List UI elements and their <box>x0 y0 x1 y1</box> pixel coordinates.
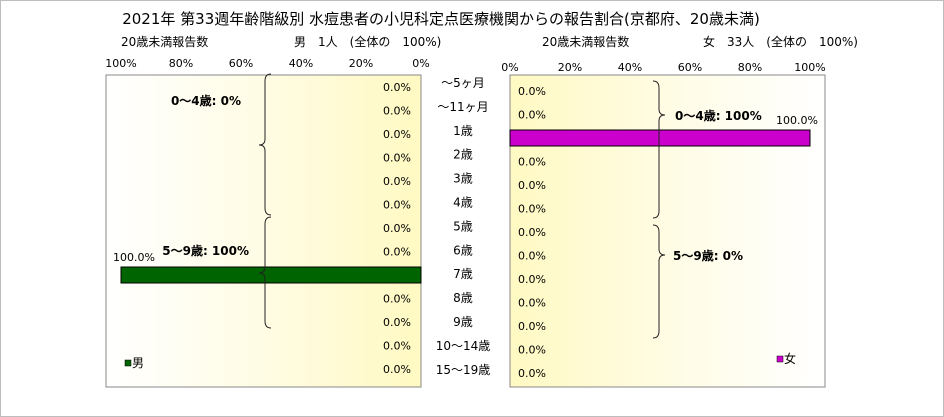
legend-female-label: 女 <box>784 351 796 366</box>
right-data-label: 0.0% <box>518 320 546 333</box>
category-label: 15～19歳 <box>436 363 491 377</box>
left-group-label-5-9: 5～9歳: 100% <box>162 243 249 258</box>
category-label: ～5ヶ月 <box>441 76 485 90</box>
right-bars <box>509 129 811 147</box>
category-label: 2歳 <box>453 148 473 162</box>
right-data-label: 0.0% <box>518 109 546 122</box>
right-group-label-0-4: 0～4歳: 100% <box>675 108 762 123</box>
left-data-label: 0.0% <box>383 340 411 353</box>
left-x-axis-ticks: 100% 80% 60% 40% 20% 0% <box>105 57 429 70</box>
category-label: 8歳 <box>453 291 473 305</box>
left-x-tick: 20% <box>349 57 373 70</box>
category-label: 4歳 <box>453 196 473 210</box>
legend-female-swatch <box>776 355 784 363</box>
right-data-label: 0.0% <box>518 203 546 216</box>
right-data-label: 0.0% <box>518 226 546 239</box>
category-label: 1歳 <box>453 124 473 138</box>
right-bar-3 <box>509 129 811 147</box>
category-label: 9歳 <box>453 315 473 329</box>
left-bar-9 <box>120 266 422 284</box>
right-x-tick: 60% <box>678 61 702 74</box>
chart-title: 2021年 第33週年齢階級別 水痘患者の小児科定点医療機関からの報告割合(京都… <box>122 10 760 28</box>
left-group-label-0-4: 0～4歳: 0% <box>171 93 241 108</box>
legend-male-swatch <box>124 359 132 367</box>
left-group-brackets <box>258 73 272 329</box>
left-x-tick: 100% <box>105 57 136 70</box>
right-x-tick: 20% <box>558 61 582 74</box>
left-data-label: 0.0% <box>383 152 411 165</box>
right-x-tick: 0% <box>501 61 518 74</box>
category-label: 3歳 <box>453 172 473 186</box>
left-data-label: 0.0% <box>383 316 411 329</box>
category-label: 6歳 <box>453 243 473 257</box>
right-data-label: 0.0% <box>518 179 546 192</box>
right-subtitle-count: 20歳未満報告数 <box>542 34 629 49</box>
right-group-label-5-9: 5～9歳: 0% <box>673 248 743 263</box>
right-bracket-5-9 <box>652 224 666 339</box>
left-plot-area <box>105 74 422 388</box>
left-data-label: 0.0% <box>383 246 411 259</box>
right-x-axis-ticks: 0% 20% 40% 60% 80% 100% <box>501 61 825 74</box>
right-data-label: 0.0% <box>518 367 546 380</box>
category-label: 10～14歳 <box>436 339 491 353</box>
right-data-label: 0.0% <box>518 250 546 263</box>
category-label: ～11ヶ月 <box>437 100 488 114</box>
legend-male-label: 男 <box>132 356 144 370</box>
left-x-tick: 80% <box>169 57 193 70</box>
right-x-tick: 40% <box>618 61 642 74</box>
right-data-labels: 0.0% 0.0% 100.0% 0.0% 0.0% 0.0% 0.0% 0.0% 0.0% 0.… <box>518 85 818 380</box>
right-subtitle-gender: 女 33人 (全体の 100%) <box>703 34 858 49</box>
left-data-label: 0.0% <box>383 105 411 118</box>
right-bracket-0-4 <box>652 80 666 219</box>
left-data-label: 0.0% <box>383 199 411 212</box>
right-x-tick: 100% <box>794 61 825 74</box>
left-bracket-5-9 <box>258 216 272 329</box>
left-data-label: 0.0% <box>383 128 411 141</box>
right-group-brackets <box>652 80 666 339</box>
right-data-label: 0.0% <box>518 273 546 286</box>
right-data-label: 100.0% <box>776 114 818 127</box>
right-data-label: 0.0% <box>518 85 546 98</box>
right-data-label: 0.0% <box>518 344 546 357</box>
left-data-labels: 0.0% 0.0% 0.0% 0.0% 0.0% 0.0% 0.0% 0.0% 100.0% 0.… <box>113 81 411 376</box>
left-x-tick: 40% <box>289 57 313 70</box>
right-data-label: 0.0% <box>518 156 546 169</box>
left-x-tick: 0% <box>412 57 429 70</box>
right-data-label: 0.0% <box>518 297 546 310</box>
left-data-label: 0.0% <box>383 222 411 235</box>
left-data-label: 0.0% <box>383 81 411 94</box>
left-subtitle-count: 20歳未満報告数 <box>121 34 208 49</box>
category-labels: ～5ヶ月 ～11ヶ月 1歳 2歳 3歳 4歳 5歳 6歳 7歳 8歳 9歳 10～14歳 15～19歳 <box>436 76 491 377</box>
category-label: 5歳 <box>453 219 473 233</box>
left-data-label: 0.0% <box>383 293 411 306</box>
left-subtitle-gender: 男 1人 (全体の 100%) <box>294 34 441 49</box>
left-data-label: 100.0% <box>113 251 155 264</box>
left-x-tick: 60% <box>229 57 253 70</box>
left-data-label: 0.0% <box>383 363 411 376</box>
right-x-tick: 80% <box>738 61 762 74</box>
left-data-label: 0.0% <box>383 175 411 188</box>
left-bracket-0-4 <box>258 73 272 216</box>
right-plot-area <box>509 74 826 388</box>
category-label: 7歳 <box>453 267 473 281</box>
left-bars <box>120 266 422 284</box>
